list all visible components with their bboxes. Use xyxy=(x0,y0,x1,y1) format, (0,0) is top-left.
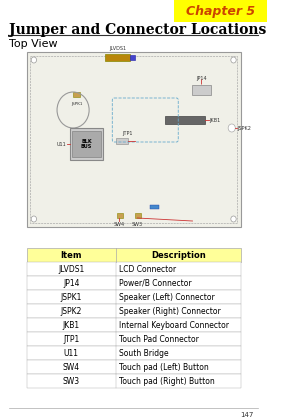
Circle shape xyxy=(231,57,236,63)
Text: JKB1: JKB1 xyxy=(63,320,80,330)
Bar xyxy=(150,205,159,209)
Bar xyxy=(165,116,205,124)
Text: JKB1: JKB1 xyxy=(209,118,221,123)
FancyBboxPatch shape xyxy=(27,360,241,374)
Text: Speaker (Left) Connector: Speaker (Left) Connector xyxy=(119,292,215,302)
Text: JP14: JP14 xyxy=(63,278,80,288)
Bar xyxy=(73,92,80,97)
Bar xyxy=(130,55,135,60)
FancyBboxPatch shape xyxy=(27,346,241,360)
Text: Top View: Top View xyxy=(9,39,58,49)
Bar xyxy=(72,131,101,157)
Text: Item: Item xyxy=(61,250,82,260)
Text: JTP1: JTP1 xyxy=(63,334,80,344)
Text: SW3: SW3 xyxy=(132,222,143,227)
Text: LCD Connector: LCD Connector xyxy=(119,265,177,273)
Text: South Bridge: South Bridge xyxy=(119,349,169,357)
FancyBboxPatch shape xyxy=(27,262,241,276)
Text: U11: U11 xyxy=(56,142,66,147)
Text: BLK
BUS: BLK BUS xyxy=(81,139,92,150)
Text: JLVDS1: JLVDS1 xyxy=(109,46,126,51)
Text: JLVDS1: JLVDS1 xyxy=(58,265,84,273)
Circle shape xyxy=(231,216,236,222)
FancyBboxPatch shape xyxy=(27,304,241,318)
Text: JSPK2: JSPK2 xyxy=(61,307,82,315)
Text: JSPK1: JSPK1 xyxy=(61,292,82,302)
Text: Chapter 5: Chapter 5 xyxy=(187,5,256,18)
Text: Internal Keyboard Connector: Internal Keyboard Connector xyxy=(119,320,230,330)
Text: Touch Pad Connector: Touch Pad Connector xyxy=(119,334,199,344)
FancyBboxPatch shape xyxy=(27,318,241,332)
Bar xyxy=(116,138,128,144)
Text: SW3: SW3 xyxy=(63,376,80,386)
Text: 147: 147 xyxy=(241,412,254,418)
Text: Touch pad (Left) Button: Touch pad (Left) Button xyxy=(119,362,209,372)
Text: JSPK1: JSPK1 xyxy=(71,102,82,106)
Circle shape xyxy=(31,216,37,222)
Text: JTP1: JTP1 xyxy=(122,131,133,136)
Circle shape xyxy=(31,57,37,63)
Bar xyxy=(117,213,123,218)
Circle shape xyxy=(228,124,235,132)
Bar xyxy=(70,128,104,160)
Text: Speaker (Right) Connector: Speaker (Right) Connector xyxy=(119,307,221,315)
Text: Description: Description xyxy=(151,250,206,260)
Text: SW4: SW4 xyxy=(114,222,125,227)
FancyBboxPatch shape xyxy=(27,52,241,227)
FancyBboxPatch shape xyxy=(27,332,241,346)
Text: Touch pad (Right) Button: Touch pad (Right) Button xyxy=(119,376,215,386)
FancyBboxPatch shape xyxy=(27,276,241,290)
Text: JP14: JP14 xyxy=(196,76,207,81)
Text: Jumper and Connector Locations: Jumper and Connector Locations xyxy=(9,23,266,37)
FancyBboxPatch shape xyxy=(27,374,241,388)
Bar xyxy=(192,85,211,95)
Text: JSPK2: JSPK2 xyxy=(237,126,251,131)
Bar xyxy=(135,213,141,218)
Text: SW4: SW4 xyxy=(63,362,80,372)
Text: Power/B Connector: Power/B Connector xyxy=(119,278,192,288)
FancyBboxPatch shape xyxy=(27,248,241,262)
Text: U11: U11 xyxy=(64,349,79,357)
FancyBboxPatch shape xyxy=(174,0,267,22)
FancyBboxPatch shape xyxy=(27,290,241,304)
Bar xyxy=(105,54,130,61)
